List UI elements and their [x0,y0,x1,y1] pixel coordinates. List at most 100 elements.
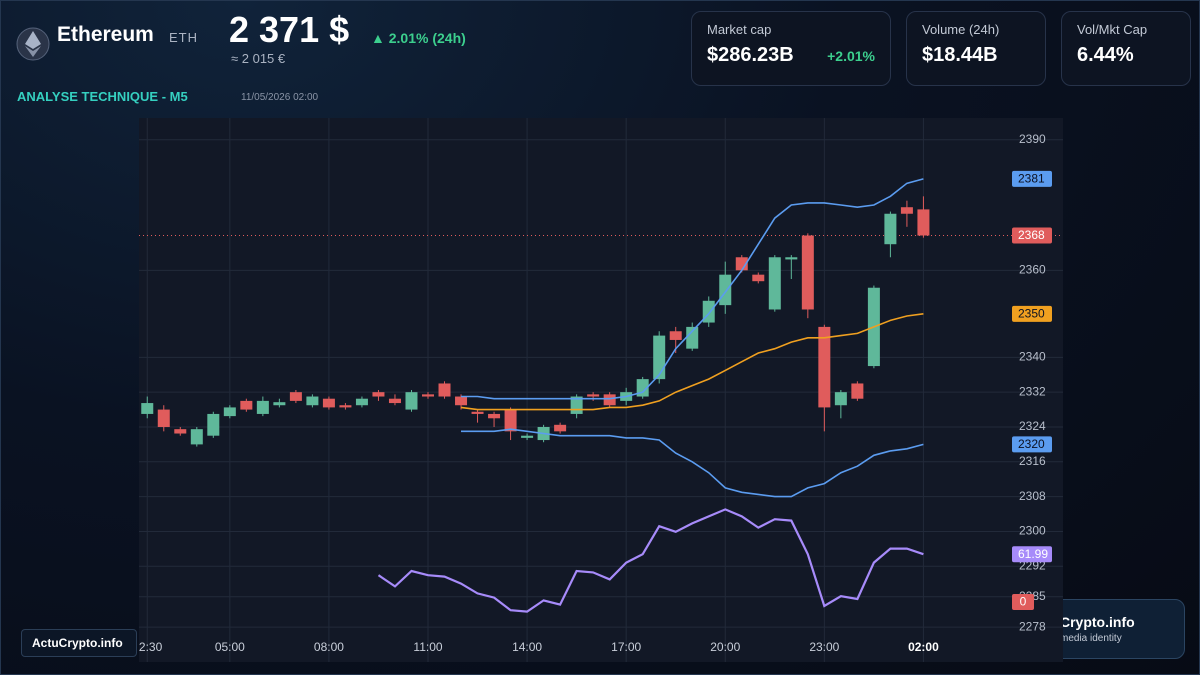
y-tick-label: 2360 [1019,262,1046,276]
x-tick-label: 11:00 [413,640,442,654]
price-change: ▲ 2.01% (24h) [371,30,466,46]
coin-name: Ethereum [57,23,154,46]
y-tick-label: 2390 [1019,132,1046,146]
value-badge [1012,170,1052,187]
candle-body [355,398,368,406]
value-badge [1012,594,1034,610]
y-tick-label: 2278 [1019,619,1046,633]
candle-body [422,394,434,397]
stat-change: +2.01% [827,48,875,64]
value-badge [1012,305,1052,322]
candle-body [207,413,220,436]
y-tick-label: 2332 [1019,384,1046,398]
x-tick-label: 23:00 [809,640,839,654]
candle-body [190,429,203,445]
candle-body [488,413,501,419]
x-tick-label: 02:00 [908,640,939,654]
y-tick-label: 2300 [1019,524,1046,538]
stat-card: Volume (24h) $18.44B [906,11,1046,86]
price: 2 371 $ [229,9,350,50]
candle-body [719,274,732,306]
value-badge-label: 61.99 [1018,547,1048,561]
candle-body [322,398,335,408]
candle-body [917,209,930,236]
value-badge-label: 2368 [1018,228,1045,242]
value-badge-label: 0 [1020,595,1027,609]
candle-body [686,326,699,349]
y-tick-label: 2340 [1019,350,1046,364]
plot-background [139,118,1063,662]
candle-body [669,331,682,340]
candle-body [521,435,534,438]
watermark: ActuCrypto.info [21,629,137,657]
candle-body [256,400,269,414]
candle-body [174,429,187,434]
candle-body [752,274,765,282]
value-badge [1012,436,1052,453]
value-badge-label: 2350 [1018,307,1045,321]
stat-label: Market cap [707,22,772,37]
candle-body [273,402,286,406]
indicator-line [377,508,924,613]
eth-icon [16,27,50,61]
candle-body [653,335,666,380]
stat-card: Market cap $286.23B +2.01% [691,11,891,86]
stat-label: Vol/Mkt Cap [1077,22,1148,37]
candle-body [339,405,352,408]
brand-card: Crypto.info media identity [1051,599,1185,659]
x-tick-label: 14:00 [512,640,542,654]
stat-value: $286.23B [707,44,794,66]
candle-body [455,396,468,406]
stat-card: Vol/Mkt Cap 6.44% [1061,11,1191,86]
candle-body [884,213,897,245]
candle-body [801,235,814,310]
candle-body [603,394,616,406]
candle-body [141,403,154,414]
candle-body [240,400,253,410]
coin-symbol: ETH [169,30,198,45]
section-title: ANALYSE TECHNIQUE - M5 [17,89,188,104]
timestamp: 11/05/2026 02:00 [241,92,319,103]
stat-label: Volume (24h) [922,22,1000,37]
candle-body [818,326,831,408]
candle-body [554,424,567,432]
candle-body [587,394,600,397]
candle-body [388,398,401,404]
x-tick-label: 08:00 [314,640,344,654]
x-tick-label: 02:30 [132,640,162,654]
candle-body [851,383,864,399]
value-badge [1012,227,1052,244]
candle-body [768,257,781,310]
stat-value: 6.44% [1077,44,1134,66]
y-tick-label: 2324 [1019,419,1046,433]
candle-body [471,411,484,414]
value-badge-label: 2320 [1018,437,1045,451]
y-tick-label: 2308 [1019,489,1046,503]
price-eur: ≈ 2 015 € [231,51,286,66]
candle-body [438,383,451,397]
brand-title: Crypto.info [1060,614,1135,630]
indicator-line [461,428,924,498]
candle-body [834,392,847,406]
indicator-line [461,178,924,400]
candle-body [405,392,418,410]
plot: 02:30 05:00 08:00 11:00 14:00 17:00 20:00 23:00… [132,118,1063,662]
candle-body [372,392,385,397]
eth-logo [16,25,50,63]
candle-body [157,409,170,427]
brand-subtitle: media identity [1060,633,1122,644]
value-badge-label: 2381 [1018,172,1045,186]
x-tick-label: 05:00 [215,640,245,654]
candle-body [223,407,236,417]
candle-body [900,207,913,214]
candle-body [504,409,517,432]
x-tick-label: 20:00 [710,640,740,654]
y-tick-label: 2316 [1019,454,1046,468]
stat-value: $18.44B [922,44,998,66]
value-badge [1012,546,1052,563]
watermark-text: ActuCrypto.info [32,636,123,650]
indicator-line [460,313,924,411]
x-tick-label: 17:00 [611,640,641,654]
